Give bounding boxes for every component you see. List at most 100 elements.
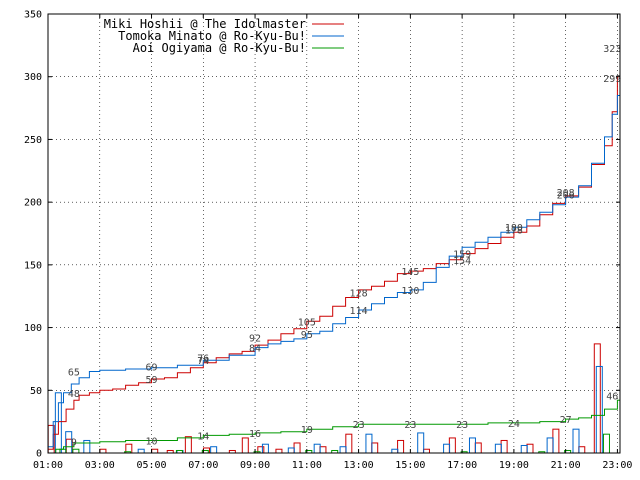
- hourly-bar: [99, 448, 107, 454]
- x-tick-label: 03:00: [85, 460, 115, 471]
- data-label: 154: [453, 256, 471, 267]
- hourly-bar: [443, 443, 451, 454]
- data-label: 114: [350, 306, 368, 317]
- hourly-bar: [287, 447, 295, 454]
- data-label: 10: [146, 436, 158, 447]
- data-label: 180: [505, 223, 523, 234]
- hourly-bar: [391, 448, 399, 454]
- x-tick-label: 11:00: [292, 460, 322, 471]
- data-label: 95: [301, 330, 313, 341]
- y-tick-label: 300: [24, 72, 42, 83]
- hourly-bar: [578, 446, 586, 454]
- x-tick-label: 13:00: [344, 460, 374, 471]
- hourly-bar: [59, 448, 67, 454]
- hourly-bar: [494, 443, 502, 454]
- hourly-bar: [397, 439, 405, 454]
- hourly-bar: [339, 446, 347, 454]
- grid: [47, 13, 620, 454]
- hourly-bar: [345, 433, 353, 454]
- y-tick-label: 250: [24, 135, 42, 146]
- hourly-bar: [365, 433, 373, 454]
- hourly-bar: [546, 437, 554, 454]
- data-label: 19: [301, 425, 313, 436]
- x-tick-label: 21:00: [551, 460, 581, 471]
- hourly-bar: [184, 436, 192, 454]
- series-line: [48, 395, 621, 454]
- data-label: 23: [404, 420, 416, 431]
- hourly-bars: [47, 343, 610, 454]
- hourly-bar: [572, 428, 580, 454]
- hourly-bar: [72, 448, 80, 454]
- y-tick-label: 200: [24, 198, 42, 209]
- data-label: 299: [603, 74, 621, 85]
- series-line: [48, 78, 621, 448]
- hourly-bar: [371, 442, 379, 454]
- data-label: 74: [197, 356, 209, 367]
- y-tick-label: 100: [24, 323, 42, 334]
- data-label: 23: [456, 420, 468, 431]
- hourly-bar: [241, 437, 249, 454]
- data-label: 206: [557, 191, 575, 202]
- y-tick-label: 50: [30, 386, 42, 397]
- data-label: 24: [508, 419, 520, 430]
- data-label: 159: [453, 250, 471, 261]
- data-label: 65: [68, 367, 80, 378]
- data-label: 59: [146, 375, 158, 386]
- hourly-bar: [595, 365, 603, 454]
- hourly-bar: [593, 343, 601, 454]
- x-tick-label: 19:00: [499, 460, 529, 471]
- data-label: 14: [197, 431, 209, 442]
- hourly-bar: [313, 443, 321, 454]
- hourly-bar: [210, 446, 218, 454]
- axes: 0 50 100 150 200 250 300 350 01:00 03:00 05:00 07:0…: [24, 10, 633, 472]
- data-label: 76: [197, 354, 209, 365]
- hourly-bar: [275, 448, 283, 454]
- data-label: 23: [353, 420, 365, 431]
- y-tick-label: 150: [24, 260, 42, 271]
- x-tick-label: 15:00: [395, 460, 425, 471]
- hourly-bar: [293, 442, 301, 454]
- data-label: 130: [401, 286, 419, 297]
- data-labels: 48 59 76 92 105 128 145 154 178 206 323 65 69 74 84 95 1…: [68, 44, 621, 449]
- y-tick-label: 0: [36, 449, 42, 460]
- legend-label: Miki Hoshii @ The Idolmaster: [104, 17, 306, 31]
- data-label: 9: [71, 438, 77, 449]
- data-label: 48: [68, 389, 80, 400]
- y-tick-label: 350: [24, 10, 42, 21]
- hourly-bar: [552, 428, 560, 454]
- legend-label: Tomoka Minato @ Ro-Kyu-Bu!: [118, 29, 306, 43]
- hourly-bar: [151, 448, 159, 454]
- data-label: 208: [557, 188, 575, 199]
- x-tick-label: 07:00: [188, 460, 218, 471]
- data-label: 69: [146, 362, 158, 373]
- data-label: 323: [603, 44, 621, 55]
- hourly-bar: [468, 437, 476, 454]
- x-tick-label: 09:00: [240, 460, 270, 471]
- hourly-bar: [417, 432, 425, 454]
- hourly-bar: [602, 433, 610, 454]
- x-tick-label: 05:00: [136, 460, 166, 471]
- data-label: 145: [401, 267, 419, 278]
- hourly-bar: [261, 443, 269, 454]
- hourly-bar: [500, 439, 508, 454]
- hourly-bar: [474, 442, 482, 454]
- data-label: 128: [350, 288, 368, 299]
- series-line: [48, 47, 621, 450]
- x-tick-label: 23:00: [602, 460, 632, 471]
- data-label: 105: [298, 317, 316, 328]
- x-tick-label: 01:00: [33, 460, 63, 471]
- hourly-bar: [137, 448, 145, 454]
- hourly-bar: [526, 443, 534, 454]
- data-label: 84: [249, 344, 261, 355]
- hourly-bar: [448, 437, 456, 454]
- cumulative-lines: [48, 47, 621, 454]
- data-label: 16: [249, 429, 261, 440]
- data-label: 46: [606, 391, 618, 402]
- data-label: 178: [505, 226, 523, 237]
- x-tick-label: 17:00: [447, 460, 477, 471]
- data-label: 27: [560, 415, 572, 426]
- hourly-bar: [83, 439, 91, 454]
- hourly-bar: [319, 446, 327, 454]
